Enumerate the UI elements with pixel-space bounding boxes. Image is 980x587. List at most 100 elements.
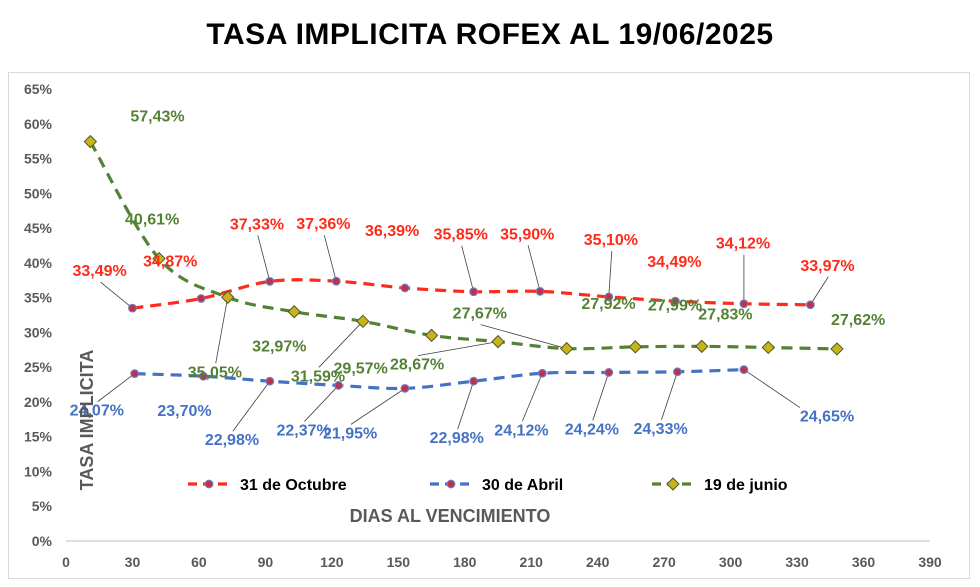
data-point [400, 383, 410, 393]
label-leader [527, 245, 541, 292]
x-tick-label: 270 [652, 554, 676, 570]
data-labels: 33,49% 34,87% 37,33% 37,36% 36,39% 35,85% 35,9… [70, 109, 886, 450]
y-tick-label: 25% [24, 359, 53, 375]
label-leader [592, 372, 610, 421]
data-point [537, 368, 547, 378]
y-axis-title: TASA IMPLICITA [77, 350, 97, 491]
label-leaders [97, 235, 829, 432]
data-label: 27,99% [648, 297, 702, 314]
data-label: 40,61% [125, 212, 179, 229]
label-leader [257, 235, 271, 282]
data-label: 35,10% [584, 232, 638, 249]
data-label: 33,49% [72, 263, 126, 280]
data-label: 34,49% [647, 254, 701, 271]
label-leader [810, 276, 829, 305]
data-point [805, 300, 815, 310]
data-label: 24,12% [494, 422, 548, 439]
data-point [334, 381, 343, 390]
data-label: 24,65% [800, 409, 854, 426]
label-leader [661, 371, 678, 420]
data-label: 31,59% [291, 368, 345, 385]
data-point [331, 276, 341, 286]
y-tick-label: 40% [24, 255, 53, 271]
y-tick-label: 20% [24, 394, 53, 410]
x-tick-label: 30 [125, 554, 141, 570]
label-leader [743, 369, 801, 408]
data-label: 57,43% [130, 109, 184, 126]
y-tick-label: 15% [24, 429, 53, 445]
data-label: 35,85% [434, 227, 488, 244]
x-tick-label: 360 [852, 554, 876, 570]
y-tick-label: 0% [32, 533, 53, 549]
data-label: 29,57% [334, 360, 388, 377]
data-point [221, 290, 235, 304]
data-label: 27,62% [831, 312, 885, 329]
legend-marker [446, 479, 456, 489]
label-leader [97, 373, 135, 402]
data-point [196, 294, 206, 303]
data-point [830, 342, 844, 356]
data-point [356, 314, 370, 329]
y-tick-label: 50% [24, 185, 53, 201]
data-label: 32,97% [252, 339, 306, 356]
x-tick-label: 210 [520, 554, 544, 570]
x-tick-label: 330 [785, 554, 809, 570]
data-point [265, 277, 275, 286]
data-point [287, 305, 301, 319]
x-tick-label: 180 [453, 554, 477, 570]
data-point [424, 328, 439, 343]
data-point [628, 340, 643, 354]
y-tick-label: 10% [24, 463, 53, 479]
data-label: 27,67% [453, 306, 507, 323]
data-point [265, 376, 275, 386]
legend-marker [204, 479, 214, 489]
data-point [739, 299, 749, 309]
data-label: 35,90% [500, 226, 554, 243]
data-point [739, 365, 749, 374]
x-tick-label: 120 [320, 554, 344, 570]
data-label: 22,98% [430, 430, 484, 447]
y-tick-label: 30% [24, 324, 53, 340]
data-label: 24,24% [565, 421, 619, 438]
legend-marker [666, 477, 680, 491]
data-point [695, 339, 709, 354]
label-leader [232, 380, 271, 432]
data-label: 27,92% [581, 296, 635, 313]
label-leader [608, 250, 613, 297]
data-label: 23,70% [157, 403, 211, 420]
data-point [469, 376, 479, 386]
y-tick-label: 60% [24, 116, 53, 132]
data-label: 37,36% [296, 216, 350, 233]
axes: 0% 5% 10% 15% 20% 25% 30% 35% 40% 45% 50% 55% 60% 65%… [24, 81, 942, 570]
data-point [761, 340, 775, 355]
x-tick-label: 390 [918, 554, 942, 570]
label-leader [215, 297, 229, 364]
y-tick-label: 45% [24, 220, 53, 236]
label-leader [318, 321, 364, 368]
chart-title: TASA IMPLICITA ROFEX AL 19/06/2025 [206, 18, 774, 51]
data-label: 28,67% [390, 357, 444, 374]
data-point [83, 134, 98, 149]
data-point [559, 341, 574, 356]
legend-label: 31 de Octubre [240, 477, 347, 494]
label-leader [304, 385, 339, 422]
legend-label: 19 de junio [704, 477, 788, 494]
y-tick-label: 35% [24, 290, 53, 306]
data-point [491, 334, 505, 349]
data-point [604, 368, 614, 377]
data-label: 21,95% [323, 425, 377, 442]
data-label: 22,98% [205, 432, 259, 449]
data-point [469, 287, 479, 297]
label-leader [521, 373, 543, 422]
y-tick-label: 65% [24, 81, 53, 97]
data-point [673, 367, 682, 377]
x-tick-label: 240 [586, 554, 610, 570]
label-leader [457, 381, 475, 430]
chart-frame [8, 72, 970, 579]
data-label: 37,33% [230, 216, 284, 233]
x-tick-label: 60 [191, 554, 207, 570]
series-markers [83, 134, 844, 393]
data-label: 35,05% [188, 364, 242, 381]
x-axis-title: DIAS AL VENCIMIENTO [350, 506, 551, 526]
